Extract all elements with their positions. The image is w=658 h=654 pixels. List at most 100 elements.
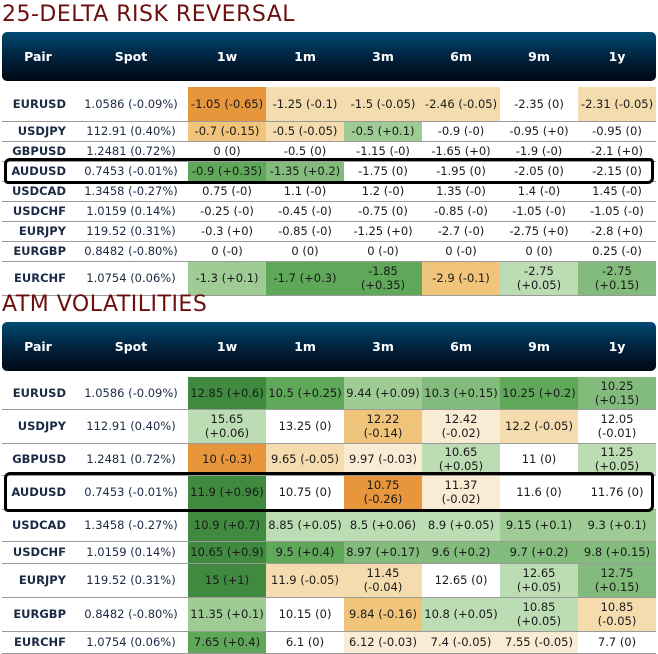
value-cell-1w: 0 (0) xyxy=(188,141,266,162)
spot-cell: 1.0754 (0.06%) xyxy=(74,261,188,296)
spot-cell: 1.0586 (-0.09%) xyxy=(74,87,188,122)
table-row-eurgbp[interactable]: EURGBP 0.8482 (-0.80%) 0 (-0) 0 (0) 0 (-0) 0 … xyxy=(2,241,656,262)
value-cell-1y: -2.15 (0) xyxy=(578,161,656,182)
table-row-gbpusd[interactable]: GBPUSD 1.2481 (0.72%) 10 (-0.3) 9.65 (-0.05… xyxy=(2,443,656,476)
table-row-audusd[interactable]: AUDUSD 0.7453 (-0.01%) -0.9 (+0.35) -1.35 (… xyxy=(2,161,656,182)
table-row-eurchf[interactable]: EURCHF 1.0754 (0.06%) 7.65 (+0.4) 6.1 (0) 6.… xyxy=(2,631,656,654)
value-cell-1w: -1.3 (+0.1) xyxy=(188,261,266,296)
column-header-3m[interactable]: 3m xyxy=(344,322,422,371)
atm-volatilities-body: EURUSD 1.0586 (-0.09%) 12.85 (+0.6) 10.5 (+… xyxy=(2,371,656,654)
column-header-1w[interactable]: 1w xyxy=(188,32,266,81)
spot-cell: 119.52 (0.31%) xyxy=(74,221,188,242)
value-cell-3m: 9.44 (+0.09) xyxy=(344,377,422,410)
value-cell-6m: 9.6 (+0.2) xyxy=(422,541,500,564)
value-cell-1m: 10.15 (0) xyxy=(266,597,344,632)
column-header-1y[interactable]: 1y xyxy=(578,32,656,81)
value-cell-3m: 8.5 (+0.06) xyxy=(344,509,422,542)
value-cell-1w: 10.9 (+0.7) xyxy=(188,509,266,542)
value-cell-3m: 12.22 (-0.14) xyxy=(344,409,422,444)
value-cell-1m: -1.7 (+0.3) xyxy=(266,261,344,296)
table-row-eurchf[interactable]: EURCHF 1.0754 (0.06%) -1.3 (+0.1) -1.7 (+0.… xyxy=(2,261,656,296)
value-cell-1m: -0.5 (-0.05) xyxy=(266,121,344,142)
table-row-eurusd[interactable]: EURUSD 1.0586 (-0.09%) -1.05 (-0.65) -1.25 … xyxy=(2,87,656,122)
spot-cell: 1.3458 (-0.27%) xyxy=(74,181,188,202)
table-row-usdchf[interactable]: USDCHF 1.0159 (0.14%) -0.25 (-0) -0.45 (-0)… xyxy=(2,201,656,222)
value-cell-1w: 0 (-0) xyxy=(188,241,266,262)
value-cell-1m: 9.5 (+0.4) xyxy=(266,541,344,564)
value-cell-1w: 11.35 (+0.1) xyxy=(188,597,266,632)
spot-cell: 1.2481 (0.72%) xyxy=(74,443,188,476)
value-cell-6m: -0.85 (-0) xyxy=(422,201,500,222)
column-header-3m[interactable]: 3m xyxy=(344,32,422,81)
value-cell-1w: 7.65 (+0.4) xyxy=(188,631,266,654)
table-row-gbpusd[interactable]: GBPUSD 1.2481 (0.72%) 0 (0) -0.5 (0) -1.15 (… xyxy=(2,141,656,162)
spot-cell: 112.91 (0.40%) xyxy=(74,409,188,444)
column-header-pair[interactable]: Pair xyxy=(2,322,74,371)
value-cell-1m: 9.65 (-0.05) xyxy=(266,443,344,476)
value-cell-1w: 10 (-0.3) xyxy=(188,443,266,476)
value-cell-1w: 10.65 (+0.9) xyxy=(188,541,266,564)
pair-cell: AUDUSD xyxy=(2,475,74,510)
pair-cell: GBPUSD xyxy=(2,443,74,476)
table-row-eurjpy[interactable]: EURJPY 119.52 (0.31%) 15 (+1) 11.9 (-0.05) 1… xyxy=(2,563,656,598)
pair-cell: EURGBP xyxy=(2,597,74,632)
value-cell-9m: 10.85 (+0.05) xyxy=(500,597,578,632)
value-cell-1w: -0.9 (+0.35) xyxy=(188,161,266,182)
atm-volatilities-table: Pair Spot 1w 1m 3m 6m 9m 1y EURUSD 1.0586 (-0.09… xyxy=(2,322,656,654)
value-cell-3m: 8.97 (+0.17) xyxy=(344,541,422,564)
table-row-usdcad[interactable]: USDCAD 1.3458 (-0.27%) 10.9 (+0.7) 8.85 (+0… xyxy=(2,509,656,542)
value-cell-1m: 13.25 (0) xyxy=(266,409,344,444)
value-cell-3m: -0.75 (0) xyxy=(344,201,422,222)
value-cell-3m: 1.2 (-0) xyxy=(344,181,422,202)
value-cell-9m: -2.05 (0) xyxy=(500,161,578,182)
table-row-audusd[interactable]: AUDUSD 0.7453 (-0.01%) 11.9 (+0.96) 10.75 (… xyxy=(2,475,656,510)
table-row-usdjpy[interactable]: USDJPY 112.91 (0.40%) 15.65 (+0.06) 13.25 (… xyxy=(2,409,656,444)
value-cell-3m: 9.84 (-0.16) xyxy=(344,597,422,632)
pair-cell: USDCAD xyxy=(2,181,74,202)
table-row-eurjpy[interactable]: EURJPY 119.52 (0.31%) -0.3 (+0) -0.85 (-0) -… xyxy=(2,221,656,242)
value-cell-6m: 8.9 (+0.05) xyxy=(422,509,500,542)
column-header-9m[interactable]: 9m xyxy=(500,32,578,81)
value-cell-9m: 11 (0) xyxy=(500,443,578,476)
table-row-eurusd[interactable]: EURUSD 1.0586 (-0.09%) 12.85 (+0.6) 10.5 (+… xyxy=(2,377,656,410)
spot-cell: 1.0159 (0.14%) xyxy=(74,201,188,222)
column-header-1m[interactable]: 1m xyxy=(266,322,344,371)
value-cell-1w: -1.05 (-0.65) xyxy=(188,87,266,122)
column-header-1w[interactable]: 1w xyxy=(188,322,266,371)
value-cell-6m: 7.4 (-0.05) xyxy=(422,631,500,654)
column-header-spot[interactable]: Spot xyxy=(74,32,188,81)
value-cell-9m: 11.6 (0) xyxy=(500,475,578,510)
pair-cell: GBPUSD xyxy=(2,141,74,162)
column-header-1m[interactable]: 1m xyxy=(266,32,344,81)
value-cell-1y: 11.76 (0) xyxy=(578,475,656,510)
value-cell-1w: -0.25 (-0) xyxy=(188,201,266,222)
table-row-eurgbp[interactable]: EURGBP 0.8482 (-0.80%) 11.35 (+0.1) 10.15 (… xyxy=(2,597,656,632)
spot-cell: 0.7453 (-0.01%) xyxy=(74,475,188,510)
value-cell-6m: -2.46 (-0.05) xyxy=(422,87,500,122)
column-header-6m[interactable]: 6m xyxy=(422,322,500,371)
value-cell-6m: 0 (-0) xyxy=(422,241,500,262)
value-cell-1w: 0.75 (-0) xyxy=(188,181,266,202)
value-cell-1y: -2.8 (+0) xyxy=(578,221,656,242)
value-cell-1m: 8.85 (+0.05) xyxy=(266,509,344,542)
risk-reversal-table: Pair Spot 1w 1m 3m 6m 9m 1y EURUSD 1.0586 (-0.09… xyxy=(2,32,656,296)
value-cell-1m: 1.1 (-0) xyxy=(266,181,344,202)
table-row-usdjpy[interactable]: USDJPY 112.91 (0.40%) -0.7 (-0.15) -0.5 (-0… xyxy=(2,121,656,142)
table-row-usdcad[interactable]: USDCAD 1.3458 (-0.27%) 0.75 (-0) 1.1 (-0) 1.… xyxy=(2,181,656,202)
table-row-usdchf[interactable]: USDCHF 1.0159 (0.14%) 10.65 (+0.9) 9.5 (+0.… xyxy=(2,541,656,564)
value-cell-9m: 9.15 (+0.1) xyxy=(500,509,578,542)
column-header-6m[interactable]: 6m xyxy=(422,32,500,81)
value-cell-1w: -0.7 (-0.15) xyxy=(188,121,266,142)
column-header-pair[interactable]: Pair xyxy=(2,32,74,81)
column-header-1y[interactable]: 1y xyxy=(578,322,656,371)
column-header-spot[interactable]: Spot xyxy=(74,322,188,371)
column-header-9m[interactable]: 9m xyxy=(500,322,578,371)
value-cell-1y: 12.05 (-0.01) xyxy=(578,409,656,444)
value-cell-9m: -1.9 (-0) xyxy=(500,141,578,162)
value-cell-1y: 10.85 (-0.05) xyxy=(578,597,656,632)
value-cell-3m: -1.75 (0) xyxy=(344,161,422,182)
value-cell-9m: 10.25 (+0.2) xyxy=(500,377,578,410)
pair-cell: USDJPY xyxy=(2,409,74,444)
value-cell-6m: 10.3 (+0.15) xyxy=(422,377,500,410)
value-cell-1m: 10.75 (0) xyxy=(266,475,344,510)
